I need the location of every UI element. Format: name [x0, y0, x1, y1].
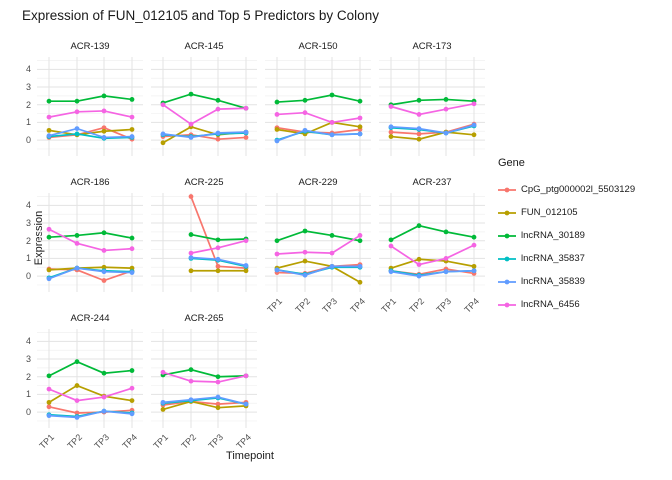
series-lncRNA_6456 [46, 226, 135, 253]
legend-key-icon [498, 187, 516, 192]
facet-title: ACR-145 [184, 41, 224, 52]
facet-panel-ACR-150 [265, 57, 371, 156]
series-lncRNA_35839 [46, 126, 135, 140]
facet-title: ACR-237 [412, 177, 452, 188]
facet-title: ACR-265 [184, 313, 224, 324]
legend-key-icon [498, 302, 516, 307]
facet-panel-ACR-173 [379, 57, 485, 156]
series-lncRNA_35839 [160, 394, 249, 407]
y-tick-label: 3 [25, 82, 31, 93]
facet-panel-ACR-145 [151, 57, 257, 156]
x-tick-label: TP1 [265, 296, 285, 315]
series-lncRNA_30189 [388, 223, 477, 243]
facet-panel-ACR-225 [151, 193, 257, 292]
legend-key-icon [498, 233, 516, 238]
series-lncRNA_35839 [188, 255, 249, 268]
x-tick-label: TP4 [462, 296, 482, 315]
legend-entry-label: lncRNA_6456 [521, 299, 580, 310]
legend-key-icon [498, 279, 516, 284]
facet-panel-ACR-237 [379, 193, 485, 292]
y-tick-label: 3 [25, 354, 31, 365]
x-tick-label: TP2 [407, 296, 427, 315]
series-lncRNA_6456 [188, 238, 249, 256]
series-lncRNA_30189 [274, 228, 363, 244]
series-lncRNA_6456 [46, 108, 135, 120]
facet-title: ACR-186 [70, 177, 110, 188]
facet-panel-ACR-229 [265, 193, 371, 292]
legend-entry: lncRNA_35839 [498, 270, 635, 293]
facet-panel-ACR-244 [37, 329, 143, 428]
series-FUN_012105 [388, 129, 477, 142]
facet-panel-ACR-265 [151, 329, 257, 428]
x-tick-label: TP1 [379, 296, 399, 315]
legend-entry: FUN_012105 [498, 201, 635, 224]
y-tick-label: 1 [25, 117, 31, 128]
series-lncRNA_35839 [388, 268, 477, 279]
series-lncRNA_30189 [160, 367, 249, 380]
legend-entry: lncRNA_6456 [498, 293, 635, 316]
y-tick-label: 3 [25, 218, 31, 229]
facet-title: ACR-150 [298, 41, 338, 52]
y-tick-label: 1 [25, 253, 31, 264]
series-lncRNA_35839 [46, 408, 135, 420]
x-axis-title: Timepoint [226, 450, 274, 462]
legend-entries: CpG_ptg000002l_5503129 FUN_012105 lncRNA_3… [498, 178, 635, 316]
y-tick-label: 2 [25, 235, 31, 246]
series-lncRNA_6456 [388, 242, 477, 267]
series-lncRNA_6456 [160, 102, 249, 127]
series-lncRNA_35839 [388, 122, 477, 136]
x-tick-label: TP4 [348, 296, 368, 315]
legend-entry-label: FUN_012105 [521, 207, 578, 218]
series-lncRNA_6456 [160, 369, 249, 385]
legend-key-icon [498, 210, 516, 215]
facet-panel-ACR-186 [37, 193, 143, 292]
series-lncRNA_35839 [160, 129, 249, 140]
series-FUN_012105 [188, 268, 249, 274]
legend-entry: lncRNA_30189 [498, 224, 635, 247]
series-lncRNA_35839 [274, 127, 363, 144]
facet-title: ACR-139 [70, 41, 110, 52]
x-tick-label: TP3 [320, 296, 340, 315]
series-lncRNA_30189 [274, 92, 363, 105]
series-lncRNA_35839 [46, 265, 135, 282]
series-lncRNA_6456 [274, 233, 363, 257]
legend-title: Gene [498, 157, 525, 169]
y-tick-label: 2 [25, 99, 31, 110]
x-tick-label: TP2 [293, 296, 313, 315]
facet-title: ACR-244 [70, 313, 110, 324]
y-tick-label: 4 [25, 200, 31, 211]
y-tick-label: 4 [25, 64, 31, 75]
facet-title: ACR-225 [184, 177, 224, 188]
series-lncRNA_6456 [46, 385, 135, 403]
x-tick-label: TP3 [434, 296, 454, 315]
legend-entry-label: lncRNA_30189 [521, 230, 585, 241]
y-tick-label: 4 [25, 336, 31, 347]
y-tick-label: 0 [25, 271, 31, 282]
legend-entry-label: lncRNA_35839 [521, 276, 585, 287]
series-FUN_012105 [274, 120, 363, 137]
facet-title: ACR-173 [412, 41, 452, 52]
legend-entry-label: lncRNA_35837 [521, 253, 585, 264]
y-tick-label: 2 [25, 371, 31, 382]
legend-entry-label: CpG_ptg000002l_5503129 [521, 184, 636, 195]
series-lncRNA_30189 [46, 359, 135, 379]
y-tick-label: 0 [25, 407, 31, 418]
y-tick-label: 1 [25, 389, 31, 400]
legend-key-icon [498, 256, 516, 261]
legend-entry: CpG_ptg000002l_5503129 [498, 178, 635, 201]
series-lncRNA_6456 [388, 101, 477, 117]
legend-entry: lncRNA_35837 [498, 247, 635, 270]
series-lncRNA_6456 [274, 110, 363, 125]
y-tick-label: 0 [25, 135, 31, 146]
facet-title: ACR-229 [298, 177, 338, 188]
series-lncRNA_35839 [274, 263, 363, 278]
series-FUN_012105 [388, 256, 477, 271]
series-lncRNA_30189 [46, 93, 135, 104]
plot-title: Expression of FUN_012105 and Top 5 Predi… [22, 8, 379, 23]
facet-panel-ACR-139 [37, 57, 143, 156]
